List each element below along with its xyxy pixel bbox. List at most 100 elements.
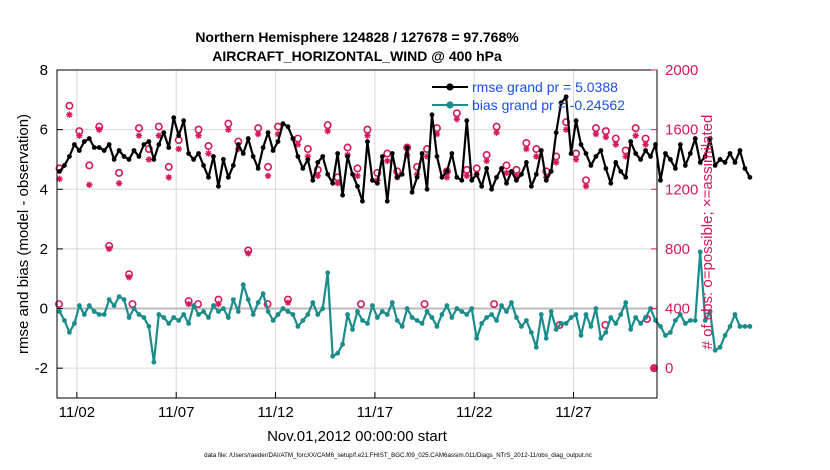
bias-point bbox=[588, 324, 594, 329]
x-axis-label: Nov.01,2012 00:00:00 start bbox=[267, 428, 448, 445]
bias-point bbox=[369, 303, 375, 308]
rmse-point bbox=[464, 118, 470, 124]
rmse-point bbox=[648, 154, 653, 159]
y-tick-label-right: 400 bbox=[665, 301, 690, 318]
y-tick-label-left: 0 bbox=[40, 301, 48, 318]
obs-assimilated-marker bbox=[205, 150, 212, 157]
obs-assimilated-marker bbox=[145, 156, 153, 163]
bias-point bbox=[389, 300, 395, 305]
bias-point bbox=[494, 318, 499, 323]
rmse-point bbox=[578, 142, 584, 147]
bias-point bbox=[265, 309, 271, 314]
rmse-point bbox=[206, 174, 211, 180]
obs-assimilated-marker bbox=[125, 274, 133, 281]
rmse-point bbox=[310, 177, 316, 183]
obs-possible-marker bbox=[581, 176, 590, 185]
bias-point bbox=[717, 344, 723, 350]
bias-point bbox=[424, 309, 430, 314]
rmse-point bbox=[320, 154, 326, 159]
x-tick-label: 11/07 bbox=[158, 404, 194, 421]
obs-assimilated-stroke bbox=[315, 173, 321, 179]
y-axis-label-right: # of obs: o=possible; ×=assimilated bbox=[699, 115, 716, 350]
obs-assimilated-stroke bbox=[354, 173, 361, 179]
bias-point bbox=[439, 312, 445, 317]
bias-point bbox=[71, 321, 77, 326]
bias-point bbox=[111, 303, 117, 308]
bias-point bbox=[677, 312, 683, 317]
bias-point bbox=[514, 315, 519, 320]
rmse-point bbox=[543, 177, 549, 183]
rmse-point bbox=[350, 171, 355, 177]
obs-assimilated-stroke bbox=[642, 141, 649, 148]
bias-point bbox=[57, 309, 62, 314]
rmse-point bbox=[131, 148, 137, 153]
rmse-point bbox=[449, 151, 455, 156]
bias-point bbox=[394, 318, 400, 323]
bias-point bbox=[131, 306, 137, 311]
obs-possible-marker bbox=[641, 134, 650, 143]
rmse-point bbox=[290, 136, 296, 141]
bias-point bbox=[454, 306, 460, 311]
bias-point bbox=[444, 303, 450, 308]
rmse-point bbox=[573, 118, 579, 124]
obs-assimilated-stroke bbox=[245, 250, 251, 257]
rmse-point bbox=[687, 151, 693, 156]
bias-point bbox=[270, 318, 276, 323]
obs-assimilated-marker bbox=[254, 130, 262, 138]
bias-point bbox=[186, 321, 192, 326]
rmse-point bbox=[340, 192, 345, 198]
obs-possible-marker bbox=[522, 139, 531, 148]
rmse-point bbox=[677, 142, 683, 147]
rmse-point bbox=[235, 142, 241, 147]
rmse-point bbox=[230, 163, 236, 168]
bias-point bbox=[543, 335, 549, 341]
rmse-point bbox=[91, 145, 97, 150]
bias-point bbox=[355, 309, 360, 314]
bias-point bbox=[161, 315, 167, 320]
obs-assimilated-stroke bbox=[295, 141, 301, 148]
rmse-point bbox=[702, 154, 708, 159]
obs-possible-marker bbox=[65, 101, 74, 110]
bias-point bbox=[568, 315, 574, 320]
rmse-point bbox=[444, 168, 450, 174]
obs-assimilated-stroke bbox=[593, 131, 599, 137]
bias-point bbox=[598, 335, 604, 341]
obs-possible-marker bbox=[353, 164, 362, 173]
obs-possible-marker bbox=[373, 168, 382, 177]
bias-point bbox=[151, 359, 157, 365]
bias-point bbox=[682, 321, 688, 326]
bias-point bbox=[211, 303, 216, 308]
bias-point bbox=[206, 315, 211, 320]
obs-assimilated-stroke bbox=[175, 146, 182, 152]
rmse-point bbox=[161, 130, 167, 136]
rmse-point bbox=[489, 186, 495, 192]
legend-bias-label: bias grand pr = -0.24562 bbox=[472, 97, 625, 113]
bias-point bbox=[384, 312, 390, 317]
obs-assimilated-marker bbox=[135, 132, 143, 139]
bias-point bbox=[449, 315, 455, 320]
rmse-point bbox=[76, 148, 82, 153]
rmse-point bbox=[628, 139, 634, 144]
bias-point bbox=[747, 324, 753, 329]
bias-point bbox=[548, 309, 554, 314]
bias-point bbox=[722, 332, 728, 338]
rmse-point bbox=[315, 160, 321, 165]
rmse-point bbox=[126, 157, 132, 162]
obs-assimilated-marker bbox=[334, 180, 341, 187]
bias-point bbox=[484, 315, 490, 320]
bias-point bbox=[658, 324, 663, 329]
obs-possible-marker bbox=[54, 300, 63, 309]
rmse-point bbox=[553, 130, 559, 136]
obs-assimilated-stroke bbox=[96, 126, 102, 133]
rmse-point bbox=[707, 136, 713, 141]
bias-point bbox=[414, 318, 420, 323]
bias-point bbox=[235, 309, 241, 314]
obs-assimilated-stroke bbox=[334, 180, 341, 187]
bias-point bbox=[141, 315, 147, 320]
y-tick-label-right: 1600 bbox=[665, 122, 698, 139]
x-tick-label: 11/17 bbox=[357, 404, 393, 421]
obs-assimilated-stroke bbox=[116, 180, 122, 187]
obs-assimilated-marker bbox=[245, 250, 252, 257]
x-tick-label: 11/22 bbox=[456, 404, 492, 421]
rmse-point bbox=[166, 145, 172, 150]
